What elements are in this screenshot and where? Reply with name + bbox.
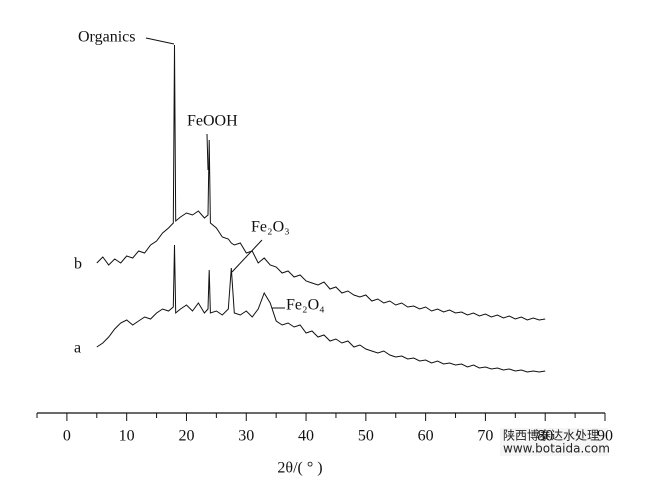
x-tick-label: 20: [178, 428, 194, 445]
annotation: Fe₂O₄: [286, 297, 325, 314]
arrow: [206, 133, 209, 171]
arrow: [231, 239, 263, 273]
annotation: Fe₂O₃: [251, 219, 290, 236]
x-axis-label: 2θ/( ° ): [277, 460, 322, 477]
x-tick-label: 50: [358, 428, 374, 445]
series-line: [96, 244, 546, 373]
watermark-bg: [500, 428, 608, 456]
arrow: [145, 37, 175, 45]
x-tick-label: 80: [537, 428, 553, 445]
x-tick-label: 0: [63, 428, 71, 445]
annotation: Organics: [78, 29, 135, 46]
x-tick-label: 10: [119, 428, 135, 445]
watermark: 陕西博泰达水处理: [503, 428, 599, 443]
series-line: [96, 44, 546, 321]
x-tick-label: 60: [418, 428, 434, 445]
watermark: www.botaida.com: [503, 442, 610, 456]
series-label: b: [74, 256, 82, 273]
x-tick-label: 40: [298, 428, 314, 445]
x-tick-label: 70: [477, 428, 493, 445]
x-tick-label: 30: [238, 428, 254, 445]
x-tick-label: 90: [597, 428, 613, 445]
series-label: a: [74, 340, 81, 357]
annotation: FeOOH: [187, 113, 238, 130]
